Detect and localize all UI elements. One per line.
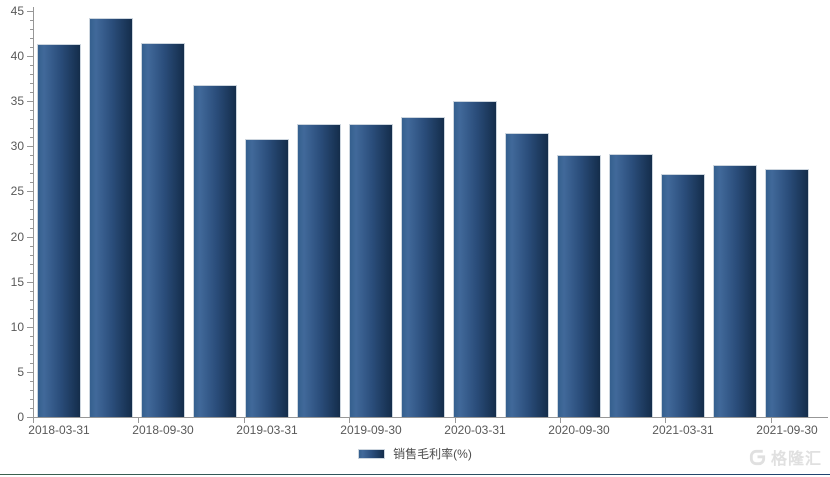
legend-item-gross-margin[interactable]: 销售毛利率(%)	[358, 448, 472, 460]
bar-2019-03-31[interactable]	[245, 139, 289, 417]
bar-2019-09-30[interactable]	[349, 123, 393, 417]
legend-label: 销售毛利率(%)	[393, 447, 472, 461]
x-tick	[560, 418, 561, 423]
y-minor-tick	[30, 336, 33, 337]
y-minor-tick	[30, 390, 33, 391]
y-tick-label: 15	[10, 275, 24, 289]
y-minor-tick	[30, 399, 33, 400]
y-minor-tick	[30, 38, 33, 39]
y-minor-tick	[30, 173, 33, 174]
y-minor-tick	[30, 273, 33, 274]
y-minor-tick	[30, 318, 33, 319]
x-tick	[455, 418, 456, 423]
y-minor-tick	[30, 345, 33, 346]
y-minor-tick	[30, 65, 33, 66]
y-tick-label: 0	[17, 410, 24, 424]
bar-2020-06-30[interactable]	[505, 132, 549, 417]
x-tick	[33, 418, 34, 423]
y-tick-label: 35	[10, 94, 24, 108]
x-tick-label: 2018-09-30	[132, 423, 194, 437]
y-minor-tick	[30, 363, 33, 364]
y-tick-label: 45	[10, 4, 24, 18]
bar-2019-12-31[interactable]	[401, 116, 445, 417]
y-tick-label: 20	[10, 230, 24, 244]
bar-2020-12-31[interactable]	[609, 153, 653, 417]
y-minor-tick	[30, 29, 33, 30]
y-tick-label: 10	[10, 320, 24, 334]
y-major-tick	[27, 372, 33, 373]
x-tick-label: 2020-09-30	[548, 423, 610, 437]
bar-2020-09-30[interactable]	[557, 155, 601, 417]
y-major-tick	[27, 417, 33, 418]
gelonghui-watermark: 格隆汇	[748, 445, 822, 469]
y-major-tick	[27, 327, 33, 328]
y-minor-tick	[30, 74, 33, 75]
y-minor-tick	[30, 137, 33, 138]
x-tick	[244, 418, 245, 423]
y-major-tick	[27, 146, 33, 147]
y-minor-tick	[30, 164, 33, 165]
bar-2019-06-30[interactable]	[297, 123, 341, 417]
y-major-tick	[27, 101, 33, 102]
watermark-text: 格隆汇	[770, 451, 822, 468]
y-minor-tick	[30, 182, 33, 183]
x-tick	[138, 418, 139, 423]
bar-2021-03-31[interactable]	[661, 174, 705, 417]
bar-2018-03-31[interactable]	[37, 44, 81, 417]
legend: 销售毛利率(%)	[0, 448, 830, 460]
bar-2018-06-30[interactable]	[89, 18, 133, 417]
y-minor-tick	[30, 309, 33, 310]
y-minor-tick	[30, 83, 33, 84]
x-tick-label: 2018-03-31	[28, 423, 90, 437]
y-minor-tick	[30, 246, 33, 247]
gelonghui-logo-icon	[748, 448, 767, 467]
x-tick-label: 2021-03-31	[652, 423, 714, 437]
y-minor-tick	[30, 128, 33, 129]
y-minor-tick	[30, 300, 33, 301]
x-tick	[771, 418, 772, 423]
y-major-tick	[27, 56, 33, 57]
y-minor-tick	[30, 381, 33, 382]
y-minor-tick	[30, 354, 33, 355]
bottom-divider	[0, 474, 830, 475]
y-minor-tick	[30, 110, 33, 111]
x-tick-label: 2021-09-30	[756, 423, 818, 437]
y-minor-tick	[30, 219, 33, 220]
x-tick	[349, 418, 350, 423]
x-axis-line	[33, 417, 828, 418]
y-axis-line	[33, 7, 34, 417]
bar-2020-03-31[interactable]	[453, 101, 497, 417]
x-tick-label: 2019-03-31	[236, 423, 298, 437]
legend-swatch	[358, 449, 386, 459]
y-minor-tick	[30, 228, 33, 229]
bar-2021-09-30[interactable]	[765, 168, 809, 417]
y-minor-tick	[30, 291, 33, 292]
bar-2021-06-30[interactable]	[713, 165, 757, 417]
bar-2018-09-30[interactable]	[141, 42, 185, 417]
x-tick	[665, 418, 666, 423]
y-tick-label: 30	[10, 139, 24, 153]
y-tick-label: 40	[10, 49, 24, 63]
y-minor-tick	[30, 20, 33, 21]
y-tick-label: 25	[10, 184, 24, 198]
y-minor-tick	[30, 119, 33, 120]
y-minor-tick	[30, 209, 33, 210]
y-minor-tick	[30, 264, 33, 265]
y-minor-tick	[30, 92, 33, 93]
y-major-tick	[27, 11, 33, 12]
y-major-tick	[27, 191, 33, 192]
y-tick-label: 5	[17, 365, 24, 379]
bar-2018-12-31[interactable]	[193, 84, 237, 417]
y-major-tick	[27, 282, 33, 283]
y-minor-tick	[30, 255, 33, 256]
y-minor-tick	[30, 47, 33, 48]
y-minor-tick	[30, 200, 33, 201]
x-tick-label: 2019-09-30	[340, 423, 402, 437]
y-major-tick	[27, 237, 33, 238]
y-minor-tick	[30, 408, 33, 409]
x-tick-label: 2020-03-31	[444, 423, 506, 437]
y-minor-tick	[30, 155, 33, 156]
